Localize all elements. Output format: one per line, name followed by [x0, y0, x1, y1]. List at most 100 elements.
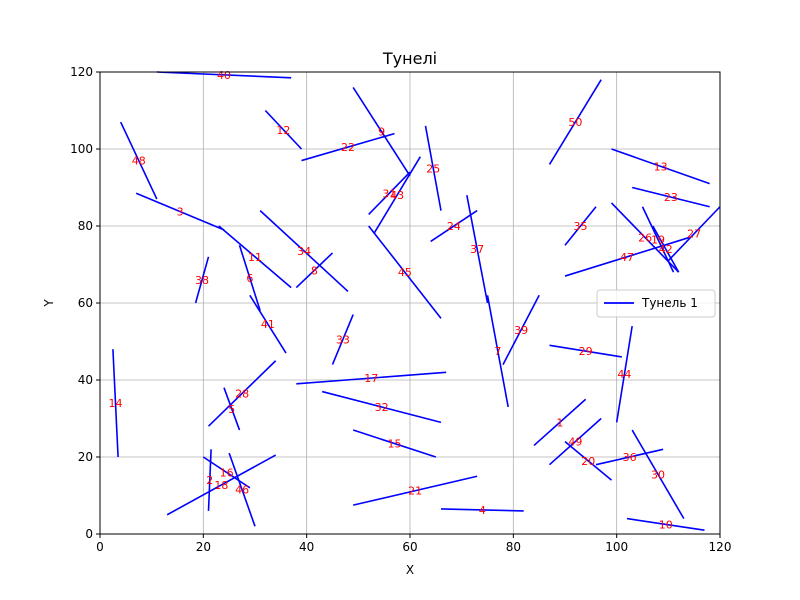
segment-label-47: 47	[620, 251, 634, 264]
segment-label-7: 7	[494, 345, 501, 358]
tunnel-segment-31	[368, 171, 411, 216]
tunnel-segment-2	[207, 449, 212, 511]
segment-label-44: 44	[617, 368, 631, 381]
tunnel-segment-16	[202, 456, 251, 489]
y-tick-label: 60	[78, 296, 93, 310]
x-tick-label: 0	[96, 540, 104, 554]
segment-label-46: 46	[235, 484, 249, 497]
tunnel-segment-38	[194, 256, 210, 304]
tunnel-segment-28	[207, 360, 277, 427]
segment-label-43: 43	[390, 189, 404, 202]
tunnel-segment-26	[610, 202, 680, 273]
segment-label-30: 30	[651, 468, 665, 481]
segment-label-6: 6	[246, 272, 253, 285]
segment-label-28: 28	[235, 387, 249, 400]
segment-lines	[112, 71, 721, 531]
tunnel-segment-25	[424, 125, 442, 211]
tunnel-segment-12	[264, 109, 303, 150]
segment-label-27: 27	[687, 228, 701, 241]
tunnel-segment-7	[486, 295, 509, 408]
tunnel-segment-41	[249, 294, 287, 354]
tunnel-segment-29	[549, 344, 622, 358]
segment-label-9: 9	[378, 126, 385, 139]
x-tick-label: 80	[506, 540, 521, 554]
y-tick-label: 100	[70, 142, 93, 156]
segment-label-14: 14	[109, 397, 123, 410]
x-tick-label: 100	[605, 540, 628, 554]
tunnel-segment-46	[228, 452, 256, 527]
segment-label-37: 37	[470, 243, 484, 256]
tunnel-segment-24	[430, 209, 478, 243]
segment-label-8: 8	[311, 264, 318, 277]
segment-label-18: 18	[214, 479, 228, 492]
segment-label-45: 45	[398, 266, 412, 279]
tunnel-segment-34	[259, 210, 349, 293]
x-tick-label: 20	[196, 540, 211, 554]
segment-label-33: 33	[336, 334, 350, 347]
tunnel-segment-35	[564, 206, 597, 246]
segment-label-12: 12	[276, 124, 290, 137]
segment-label-50: 50	[568, 116, 582, 129]
segment-label-13: 13	[654, 160, 668, 173]
segment-label-20: 20	[581, 455, 595, 468]
tunnel-segment-11	[218, 225, 292, 289]
segment-label-17: 17	[364, 372, 378, 385]
y-axis-label: Y	[42, 299, 56, 308]
tunnel-segment-1	[533, 398, 587, 447]
tunnel-segment-5	[223, 387, 241, 431]
segment-label-11: 11	[248, 251, 262, 264]
legend-box	[596, 289, 716, 318]
chart-title: Тунелі	[382, 49, 437, 68]
segment-label-4: 4	[479, 504, 486, 517]
segment-label-34: 34	[297, 245, 311, 258]
legend-entry-label: Тунель 1	[641, 296, 698, 310]
segment-label-49: 49	[568, 436, 582, 449]
tunnel-segment-13	[611, 148, 710, 185]
tunnel-segment-45	[368, 225, 442, 319]
segment-label-32: 32	[375, 401, 389, 414]
segment-label-16: 16	[220, 466, 234, 479]
segment-label-21: 21	[408, 485, 422, 498]
tunnel-segment-27	[667, 206, 721, 262]
segment-label-1: 1	[556, 416, 563, 429]
x-tick-label: 40	[299, 540, 314, 554]
segment-label-36: 36	[623, 451, 637, 464]
legend: Тунель 1	[596, 289, 716, 318]
segment-label-23: 23	[664, 191, 678, 204]
tunnel-segment-48	[119, 121, 158, 200]
segment-label-41: 41	[261, 318, 275, 331]
segment-label-5: 5	[228, 403, 235, 416]
tunnel-segment-6	[238, 245, 261, 311]
tunnel-segment-4	[440, 508, 524, 512]
segment-label-19: 19	[651, 233, 665, 246]
y-tick-label: 20	[78, 450, 93, 464]
tunnel-segment-44	[615, 325, 633, 423]
tunnel-segment-17	[296, 371, 447, 385]
tunnel-segment-20	[564, 440, 613, 481]
segment-label-35: 35	[574, 220, 588, 233]
y-tick-label: 40	[78, 373, 93, 387]
tunnel-segment-47	[564, 236, 690, 277]
segment-label-22: 22	[341, 141, 355, 154]
y-tick-label: 120	[70, 65, 93, 79]
tunnel-segment-21	[352, 475, 478, 506]
segment-labels: 1234567891011121314151617181920212223242…	[109, 69, 702, 531]
tunnel-segment-37	[466, 195, 489, 304]
x-axis-label: X	[406, 563, 414, 577]
tunnel-segment-49	[548, 417, 602, 466]
tunnel-segment-9	[352, 86, 411, 177]
segment-label-42: 42	[659, 243, 673, 256]
tunnel-segment-40	[156, 71, 292, 79]
y-tick-label: 0	[85, 527, 93, 541]
segment-label-38: 38	[195, 274, 209, 287]
x-tick-label: 60	[402, 540, 417, 554]
tunnel-segment-39	[502, 294, 540, 365]
tunnel-segment-43	[373, 156, 422, 235]
tunnel-segment-33	[331, 314, 354, 365]
x-tick-label: 120	[709, 540, 732, 554]
segment-label-25: 25	[426, 162, 440, 175]
tunnel-segment-22	[301, 132, 395, 162]
